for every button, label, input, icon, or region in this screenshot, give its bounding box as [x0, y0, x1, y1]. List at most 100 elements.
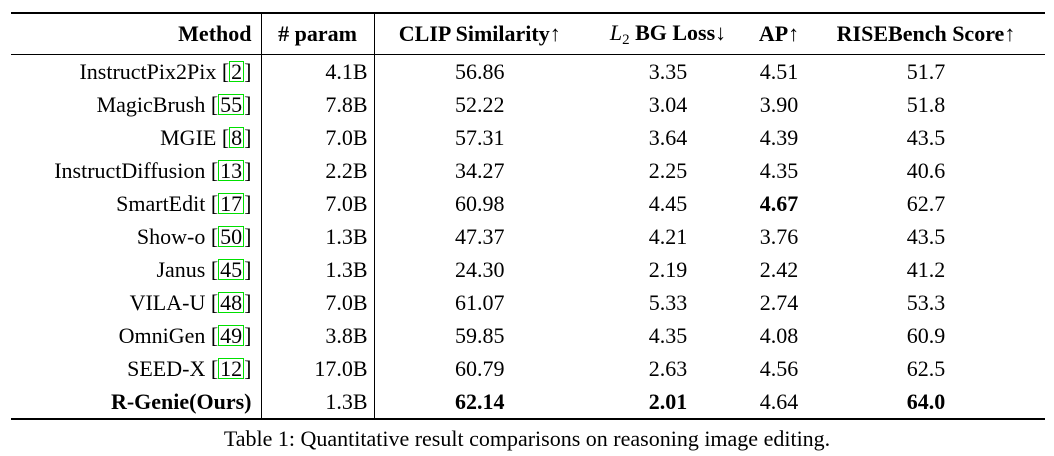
metric-cell: 4.39 [759, 124, 799, 150]
metric-cell: 60.98 [455, 190, 505, 216]
method-name: MagicBrush [96, 91, 206, 117]
method-name: Janus [156, 256, 206, 282]
metric-cell: 62.5 [906, 355, 946, 381]
metric-cell: 51.7 [906, 58, 946, 84]
metric-cell: 43.5 [906, 124, 946, 150]
metric-cell: 4.51 [759, 58, 799, 84]
col-header-metric-1: L2 BG Loss↓ [585, 13, 751, 55]
metric-cell: 2.63 [648, 355, 688, 381]
citation-link[interactable]: 55 [218, 91, 245, 117]
col-header-method: Method [11, 13, 262, 55]
metric-cell: 47.37 [455, 223, 505, 249]
arrow-up-icon: ↑ [1004, 21, 1016, 46]
citation-link[interactable]: 48 [218, 289, 245, 315]
method-name: Show-o [136, 223, 206, 249]
metric-cell: 3.35 [648, 58, 688, 84]
metric-label: RISEBench Score [836, 21, 1005, 46]
param-cell: 4.1B [261, 54, 375, 88]
metric-cell: 34.27 [455, 157, 505, 183]
table-row: MagicBrush [55] 7.8B 52.22 3.04 3.90 51.8 [11, 88, 1045, 121]
table-caption: Table 1: Quantitative result comparisons… [223, 426, 831, 451]
metric-cell: 3.04 [648, 91, 688, 117]
param-cell: 7.0B [261, 286, 375, 319]
method-name: MGIE [160, 124, 217, 150]
metric-cell: 4.67 [759, 190, 799, 216]
method-name: InstructPix2Pix [79, 58, 217, 84]
citation-link[interactable]: 12 [218, 355, 245, 381]
metric-cell: 3.90 [759, 91, 799, 117]
metric-cell: 2.01 [648, 388, 688, 414]
metric-cell: 5.33 [648, 289, 688, 315]
table-row: MGIE [8] 7.0B 57.31 3.64 4.39 43.5 [11, 121, 1045, 154]
metric-cell: 4.56 [759, 355, 799, 381]
table-row: Janus [45] 1.3B 24.30 2.19 2.42 41.2 [11, 253, 1045, 286]
method-cell: SmartEdit [17] [11, 187, 262, 220]
method-name: SmartEdit [116, 190, 206, 216]
metric-cell: 3.64 [648, 124, 688, 150]
method-cell: InstructDiffusion [13] [11, 154, 262, 187]
results-table: Method # param CLIP Similarity↑ L2 BG Loss↓… [11, 12, 1045, 420]
metric-label: BG Loss [629, 19, 716, 45]
param-cell: 17.0B [261, 352, 375, 385]
citation-link[interactable]: 17 [218, 190, 245, 216]
metric-cell: 3.76 [759, 223, 799, 249]
table-header-row: Method # param CLIP Similarity↑ L2 BG Loss↓… [11, 13, 1045, 55]
method-cell: Show-o [50] [11, 220, 262, 253]
method-cell: VILA-U [48] [11, 286, 262, 319]
metric-cell: 2.42 [759, 256, 799, 282]
metric-cell: 62.14 [455, 388, 505, 414]
metric-cell: 61.07 [455, 289, 505, 315]
metric-cell: 60.79 [455, 355, 505, 381]
metric-cell: 60.9 [906, 322, 946, 348]
method-cell: R-Genie(Ours) [11, 385, 262, 419]
table-header: Method # param CLIP Similarity↑ L2 BG Loss↓… [11, 13, 1045, 55]
col-header-param: # param [261, 13, 375, 55]
metric-cell: 4.35 [648, 322, 688, 348]
metric-cell: 2.25 [648, 157, 688, 183]
method-cell: InstructPix2Pix [2] [11, 54, 262, 88]
table-row: InstructDiffusion [13] 2.2B 34.27 2.25 4.35 4… [11, 154, 1045, 187]
metric-label: AP [758, 21, 789, 46]
metric-cell: 4.35 [759, 157, 799, 183]
arrow-up-icon: ↑ [788, 21, 800, 46]
metric-cell: 52.22 [455, 91, 505, 117]
citation-link[interactable]: 8 [229, 124, 245, 150]
method-name: R-Genie(Ours) [110, 388, 252, 414]
param-cell: 3.8B [261, 319, 375, 352]
param-cell: 2.2B [261, 154, 375, 187]
math-symbol: L [609, 19, 623, 45]
metric-cell: 4.64 [759, 388, 799, 414]
citation-link[interactable]: 50 [218, 223, 245, 249]
citation-link[interactable]: 45 [218, 256, 245, 282]
math-subscript: 2 [622, 31, 630, 48]
metric-cell: 56.86 [455, 58, 505, 84]
table-row: R-Genie(Ours) 1.3B 62.14 2.01 4.64 64.0 [11, 385, 1045, 419]
col-header-metric-3: RISEBench Score↑ [807, 13, 1045, 55]
metric-cell: 40.6 [906, 157, 946, 183]
arrow-up-icon: ↑ [549, 21, 561, 46]
citation-link[interactable]: 13 [218, 157, 245, 183]
param-cell: 7.0B [261, 121, 375, 154]
metric-cell: 24.30 [455, 256, 505, 282]
param-cell: 7.8B [261, 88, 375, 121]
citation-link[interactable]: 2 [229, 58, 245, 84]
metric-cell: 64.0 [906, 388, 946, 414]
citation-link[interactable]: 49 [218, 322, 245, 348]
col-header-metric-0: CLIP Similarity↑ [374, 13, 585, 55]
metric-cell: 53.3 [906, 289, 946, 315]
method-cell: Janus [45] [11, 253, 262, 286]
param-cell: 1.3B [261, 385, 375, 419]
metric-cell: 2.74 [759, 289, 799, 315]
metric-cell: 62.7 [906, 190, 946, 216]
table-row: Show-o [50] 1.3B 47.37 4.21 3.76 43.5 [11, 220, 1045, 253]
method-cell: OmniGen [49] [11, 319, 262, 352]
method-name: VILA-U [129, 289, 206, 315]
table-row: OmniGen [49] 3.8B 59.85 4.35 4.08 60.9 [11, 319, 1045, 352]
param-cell: 1.3B [261, 253, 375, 286]
metric-cell: 57.31 [455, 124, 505, 150]
arrow-down-icon: ↓ [715, 19, 727, 45]
col-header-metric-2: AP↑ [751, 13, 807, 55]
metric-cell: 4.21 [648, 223, 688, 249]
metric-cell: 2.19 [648, 256, 688, 282]
metric-cell: 43.5 [906, 223, 946, 249]
